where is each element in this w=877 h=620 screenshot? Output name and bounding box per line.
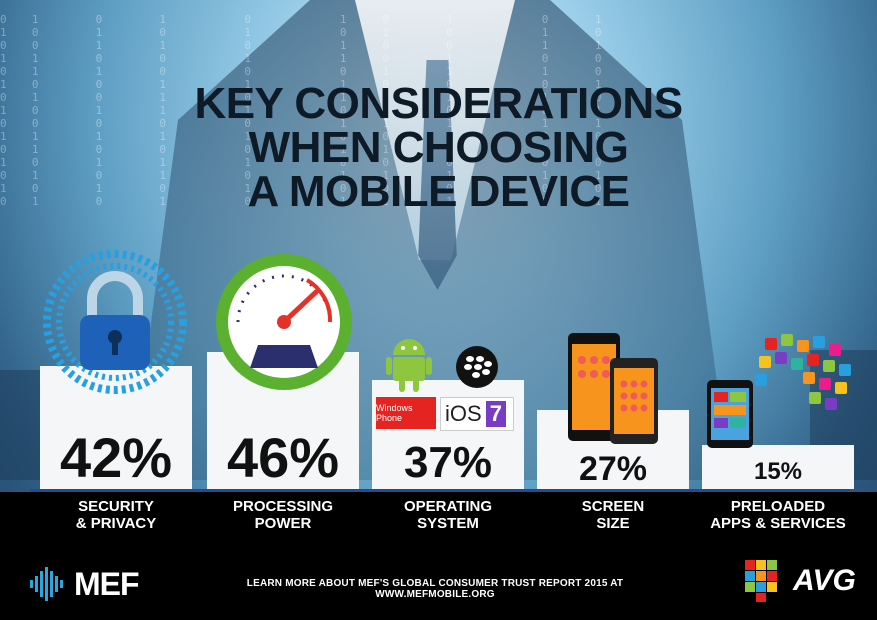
ios-badge: iOS 7 (440, 397, 514, 431)
label-screen-line2: SIZE (596, 515, 630, 532)
label-security-line1: SECURITY (78, 498, 154, 515)
percent-preloaded: 15% (753, 458, 803, 485)
mef-logo: MEF (30, 565, 140, 602)
ios-version: 7 (485, 401, 506, 427)
percent-security: 42% (59, 426, 173, 489)
page-title: KEY CONSIDERATIONS WHEN CHOOSING A MOBIL… (0, 82, 877, 214)
labels-band (0, 492, 877, 620)
title-line-3: A MOBILE DEVICE (247, 167, 630, 216)
smartphones-icon (568, 333, 658, 444)
label-processing-line1: PROCESSING (232, 498, 334, 515)
title-line-2: WHEN CHOOSING (248, 123, 629, 172)
label-security: SECURITY & PRIVACY (31, 498, 201, 532)
label-screen: SCREEN SIZE (528, 498, 698, 532)
apps-cloud-icon (707, 334, 851, 448)
blackberry-icon (456, 346, 498, 388)
label-os: OPERATING SYSTEM (363, 498, 533, 532)
title-line-1: KEY CONSIDERATIONS (194, 79, 683, 128)
label-preloaded: PRELOADED APPS & SERVICES (693, 498, 863, 532)
label-preloaded-line1: PRELOADED (730, 498, 826, 515)
label-preloaded-line2: APPS & SERVICES (710, 515, 846, 532)
label-processing: PROCESSING POWER (198, 498, 368, 532)
percent-os: 37% (403, 438, 493, 487)
avg-squares-icon (745, 560, 777, 602)
chart-baseline (30, 489, 850, 492)
android-icon (386, 339, 432, 392)
avg-logo-text: AVG (793, 564, 856, 597)
binary-code-background: 0 1 0 1 0 1 0 1 0 1 1 0 1 0 1 0 1 0 1 0 … (0, 13, 606, 208)
avg-logo: AVG (745, 560, 856, 602)
percent-screen: 27% (578, 450, 648, 488)
label-security-line2: & PRIVACY (75, 515, 157, 532)
bar-preloaded (702, 445, 854, 489)
percent-processing: 46% (226, 426, 340, 489)
label-processing-line2: POWER (254, 515, 312, 532)
mef-logo-text: MEF (74, 565, 140, 602)
soundwave-icon (30, 567, 63, 601)
label-os-line2: SYSTEM (417, 515, 479, 532)
label-os-line1: OPERATING (403, 498, 493, 515)
windows-phone-badge: Windows Phone (376, 397, 436, 429)
label-screen-line1: SCREEN (581, 498, 645, 515)
speedometer-icon (216, 254, 352, 390)
padlock-icon (43, 250, 187, 394)
windows-phone-label: Windows Phone (376, 403, 413, 423)
footer-link-text[interactable]: LEARN MORE ABOUT MEF'S GLOBAL CONSUMER T… (246, 578, 624, 600)
ios-label: iOS (445, 401, 482, 426)
